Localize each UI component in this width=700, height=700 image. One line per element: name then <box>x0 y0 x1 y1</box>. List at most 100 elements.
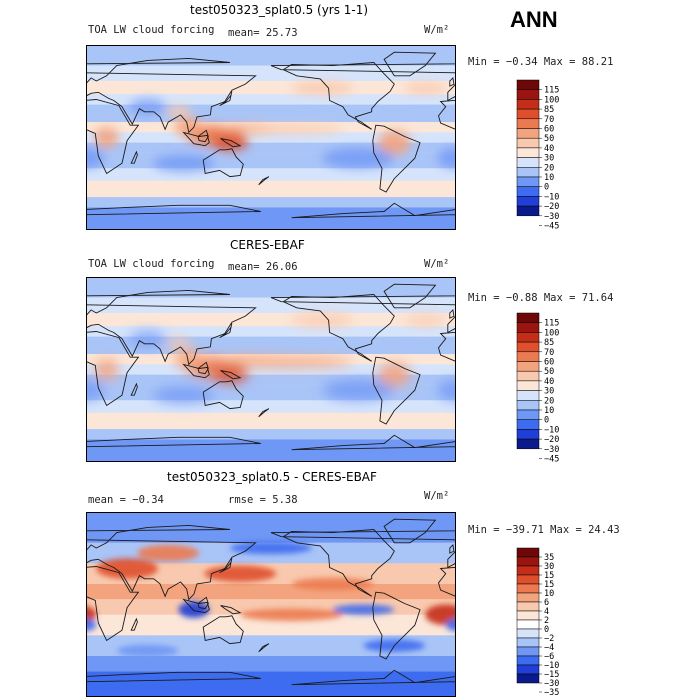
field-band <box>86 45 456 66</box>
colorbar-swatch <box>516 419 540 430</box>
field-anomaly <box>322 379 395 401</box>
panel1-title: test050323_splat0.5 (yrs 1-1) <box>190 3 369 17</box>
coastline-uk <box>449 76 455 87</box>
panel1-map <box>86 45 456 230</box>
colorbar-swatch <box>516 341 540 353</box>
colorbar-swatch <box>516 547 540 558</box>
panel2-map <box>86 277 456 462</box>
colorbar-swatch <box>516 137 540 149</box>
colorbar-tick-label: 100 <box>544 95 559 105</box>
colorbar-swatch <box>516 361 540 372</box>
coastline-madagascar <box>130 617 138 631</box>
coastline-newguinea <box>220 605 242 615</box>
field-anomaly <box>291 82 354 95</box>
colorbar-tick-label: 15 <box>544 571 554 581</box>
colorbar-tick-label: 30 <box>544 562 554 572</box>
field-band <box>86 180 456 198</box>
field-anomaly <box>437 147 456 169</box>
field-anomaly <box>137 544 200 562</box>
field-anomaly <box>116 644 179 657</box>
colorbar-tick-label: −30 <box>544 679 559 689</box>
colorbar-tick-label: −20 <box>544 435 559 445</box>
colorbar-tick-label: 20 <box>544 163 554 173</box>
field-band <box>86 132 456 143</box>
field-band <box>86 512 456 543</box>
colorbar-swatch <box>516 89 540 100</box>
coastline-antarctica <box>291 434 456 462</box>
colorbar-swatch <box>516 619 540 630</box>
colorbar-tick-label: 85 <box>544 338 554 348</box>
field-band <box>86 326 456 337</box>
coastline-africa <box>438 331 456 363</box>
coastline-japan <box>219 323 233 339</box>
panel3-map <box>86 512 456 697</box>
colorbar-tick-label: 40 <box>544 144 554 154</box>
colorbar-tick-label: 10 <box>544 406 554 416</box>
field-band <box>86 312 456 327</box>
field-band <box>86 384 456 401</box>
field-band <box>86 439 456 462</box>
field-anomaly <box>377 130 411 155</box>
colorbar-tick-label: −4 <box>544 643 554 653</box>
field-band <box>86 400 456 413</box>
panel1-mean: mean= 25.73 <box>228 27 298 39</box>
colorbar-swatch <box>516 332 540 343</box>
coastline-eurasia <box>86 289 257 366</box>
field-band <box>86 80 456 95</box>
field-band <box>86 168 456 181</box>
panel2-title: CERES-EBAF <box>230 238 305 252</box>
field-anomaly <box>174 349 204 369</box>
colorbar-tick-label: 20 <box>544 396 554 406</box>
colorbar-tick-label: 10 <box>544 173 554 183</box>
colorbar-tick-label: −15 <box>544 670 559 680</box>
coastline-japan <box>219 558 233 574</box>
field-band <box>86 364 456 375</box>
field-anomaly <box>211 134 249 151</box>
colorbar-swatch <box>516 312 540 323</box>
coastline-nz <box>258 408 270 418</box>
colorbar-swatch <box>516 390 540 401</box>
colorbar-swatch <box>516 592 540 603</box>
field-anomaly <box>229 357 354 368</box>
colorbar-tick-label: −45 <box>544 222 559 232</box>
colorbar-tick-label: 70 <box>544 348 554 358</box>
coastline-samerica <box>372 356 421 425</box>
colorbar-tick-label: −10 <box>544 425 559 435</box>
coastline-namerica <box>282 294 395 362</box>
colorbar-swatch <box>516 438 540 450</box>
colorbar-swatch <box>516 583 540 594</box>
colorbar-swatch <box>516 128 540 139</box>
coastline-newguinea <box>220 370 242 380</box>
colorbar-swatch <box>516 108 540 120</box>
colorbar-tick-label: −6 <box>544 652 554 662</box>
colorbar-tick-label: 70 <box>544 115 554 125</box>
field-anomaly <box>404 83 446 94</box>
panel1-variable: TOA LW cloud forcing <box>88 24 215 36</box>
colorbar-swatch <box>516 176 540 187</box>
colorbar-tick-label: −10 <box>544 192 559 202</box>
field-anomaly <box>94 127 119 148</box>
colorbar-tick-label: 2 <box>544 616 549 626</box>
panel3-units: W/m² <box>424 490 450 502</box>
field-band <box>86 671 456 697</box>
field-anomaly <box>211 366 249 383</box>
field-band <box>86 142 456 153</box>
colorbar-tick-label: 115 <box>544 319 559 329</box>
field-anomaly <box>445 618 456 632</box>
colorbar-swatch <box>516 628 540 639</box>
field-anomaly <box>178 601 210 618</box>
colorbar-swatch <box>516 601 540 612</box>
colorbar-tick-label: −10 <box>544 661 559 671</box>
field-anomaly <box>166 337 191 350</box>
field-anomaly <box>332 604 395 615</box>
field-band <box>86 197 456 208</box>
field-band <box>86 655 456 672</box>
coastline-nz <box>258 643 270 653</box>
coastline-newguinea <box>220 138 242 148</box>
coastline-namerica <box>282 62 395 130</box>
colorbar-tick-label: 40 <box>544 377 554 387</box>
coastline-eurasia <box>86 57 257 134</box>
coastline-namerica <box>282 529 395 597</box>
coastline-antarctica <box>291 669 456 697</box>
